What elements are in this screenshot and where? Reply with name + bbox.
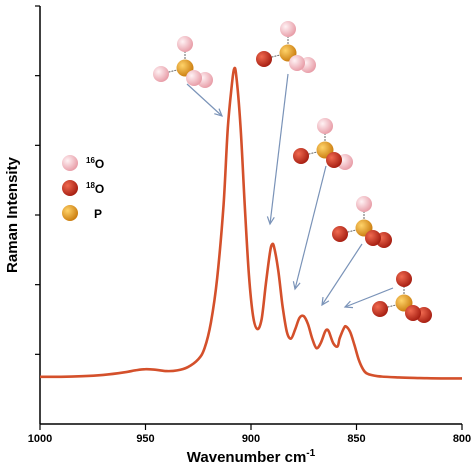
x-axis-title-superscript: -1 [306, 448, 315, 459]
oxygen-atom [177, 36, 193, 52]
legend-symbol: O [95, 182, 104, 196]
legend-swatch [62, 180, 78, 196]
legend-label: P [94, 207, 102, 221]
oxygen-atom [372, 301, 388, 317]
molecule [332, 196, 392, 248]
oxygen-atom [153, 66, 169, 82]
oxygen-atom [280, 21, 296, 37]
molecule [372, 271, 432, 323]
legend-swatch [62, 205, 78, 221]
annotation-arrow-head [266, 216, 275, 226]
x-tick-label: 950 [136, 433, 154, 445]
legend-symbol: O [95, 157, 104, 171]
oxygen-atom [317, 118, 333, 134]
annotation-arrow-line [294, 165, 327, 290]
annotation-arrow-head [292, 281, 301, 291]
molecule [256, 21, 316, 73]
oxygen-atom [365, 230, 381, 246]
legend-isotope-mass: 18 [86, 181, 95, 190]
annotation-arrow-line [269, 73, 289, 225]
annotation-arrow-head [321, 297, 330, 307]
y-axis-title: Raman Intensity [4, 156, 21, 273]
x-tick-label: 800 [453, 433, 471, 445]
oxygen-atom [186, 70, 202, 86]
series-line-spectrum [39, 66, 463, 380]
molecule [153, 36, 213, 88]
legend-swatch [62, 155, 78, 171]
x-axis-title: Wavenumber cm-1 [187, 448, 316, 466]
molecule-illustrations [153, 21, 432, 323]
x-axis-ticks: 1000 950 900 850 800 [28, 424, 471, 445]
x-tick-label: 1000 [28, 433, 52, 445]
oxygen-atom [326, 152, 342, 168]
molecule [293, 118, 353, 170]
oxygen-atom [256, 51, 272, 67]
annotation-arrows [186, 73, 394, 309]
legend-label: 18O [86, 181, 104, 196]
annotation-arrow-line [321, 243, 363, 306]
x-tick-label: 900 [242, 433, 260, 445]
oxygen-atom [332, 226, 348, 242]
legend-label: 16O [86, 156, 104, 171]
annotation-arrow-line [344, 287, 394, 308]
oxygen-atom [396, 271, 412, 287]
y-axis-ticks [35, 5, 40, 355]
x-axis-title-text: Wavenumber cm [187, 449, 306, 466]
oxygen-atom [356, 196, 372, 212]
oxygen-atom [405, 305, 421, 321]
annotation-arrow-head [214, 108, 224, 117]
annotation-arrow-head [343, 300, 354, 309]
oxygen-atom [293, 148, 309, 164]
legend-isotope-mass: 16 [86, 156, 95, 165]
legend-symbol: P [94, 207, 102, 221]
oxygen-atom [289, 55, 305, 71]
x-tick-label: 850 [347, 433, 365, 445]
annotation-arrow-line [186, 83, 223, 117]
